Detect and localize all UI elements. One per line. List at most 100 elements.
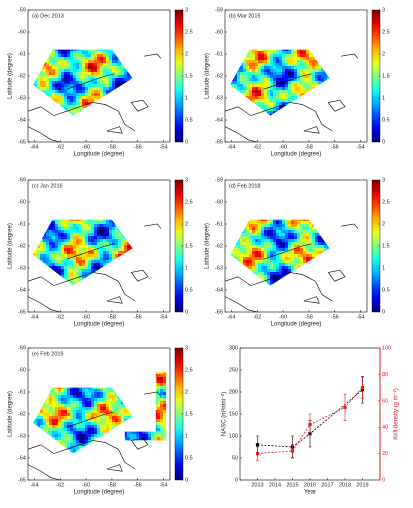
map-cell	[76, 96, 80, 100]
map-cell	[112, 221, 116, 225]
map-cell	[49, 36, 52, 39]
map-cell	[139, 248, 142, 251]
map-cell	[297, 45, 300, 48]
map-cell	[100, 54, 104, 58]
map-cell	[115, 212, 118, 215]
map-cell	[82, 84, 86, 88]
map-cell	[52, 36, 55, 39]
map-cell	[348, 39, 351, 42]
map-cell	[106, 87, 110, 91]
map-cell	[112, 233, 116, 237]
map-cell	[339, 105, 342, 108]
map-cell	[157, 90, 160, 93]
map-cell	[109, 33, 112, 36]
map-cell	[133, 39, 136, 42]
map-cell	[243, 260, 247, 264]
map-cell	[106, 36, 109, 39]
map-cell	[264, 60, 268, 64]
map-cell	[139, 209, 142, 212]
map-cell	[124, 200, 127, 203]
map-cell	[85, 102, 89, 106]
map-cell	[312, 105, 316, 109]
map-cell	[366, 48, 369, 51]
map-cell	[288, 57, 292, 61]
map-cell	[100, 49, 104, 52]
map-cell	[40, 224, 44, 228]
map-cell	[225, 257, 228, 260]
map-cell	[264, 81, 268, 85]
map-cell	[255, 272, 259, 276]
map-cell	[85, 60, 89, 64]
map-cell	[127, 57, 131, 61]
map-cell	[91, 33, 94, 36]
map-cell	[28, 72, 31, 75]
map-cell	[237, 230, 241, 234]
map-cell	[64, 269, 68, 273]
map-cell	[91, 90, 95, 94]
map-cell	[246, 287, 249, 290]
map-cell	[330, 111, 333, 114]
map-cell	[261, 84, 265, 88]
map-cell	[49, 84, 53, 88]
map-cell	[67, 209, 70, 212]
map-cell	[351, 66, 354, 69]
map-cell	[336, 42, 339, 45]
map-cell	[357, 96, 360, 99]
map-cell	[363, 90, 366, 93]
map-cell	[315, 51, 319, 55]
map-cell	[351, 72, 354, 75]
map-cell	[252, 117, 255, 120]
map-cell	[34, 42, 37, 45]
map-cell	[40, 90, 44, 94]
map-cell	[82, 117, 85, 120]
map-cell	[234, 72, 238, 76]
map-cell	[145, 278, 148, 281]
y-tick-label: -60	[18, 199, 26, 205]
map-cell	[79, 284, 83, 286]
map-cell	[243, 117, 246, 120]
map-cell	[157, 42, 160, 45]
map-cell	[97, 42, 100, 45]
map-cell	[166, 51, 169, 54]
map-cell	[49, 206, 52, 209]
map-cell	[133, 120, 136, 123]
map-cell	[163, 272, 166, 275]
map-cell	[339, 66, 342, 69]
map-cell	[28, 33, 31, 36]
map-cell	[237, 287, 240, 290]
map-cell	[79, 84, 83, 88]
map-cell	[306, 90, 310, 94]
map-cell	[88, 49, 92, 52]
map-cell	[339, 48, 342, 51]
map-cell	[148, 120, 151, 123]
map-cell	[145, 212, 148, 215]
map-cell	[52, 278, 56, 282]
map-cell	[88, 78, 92, 82]
map-cell	[67, 93, 71, 97]
map-cell	[342, 108, 345, 111]
map-cell	[136, 260, 139, 263]
map-cell	[160, 78, 163, 81]
map-cell	[106, 219, 110, 222]
map-cell	[151, 87, 154, 90]
map-cell	[249, 81, 253, 85]
map-cell	[282, 105, 286, 109]
map-cell	[145, 260, 148, 263]
map-cell	[225, 248, 228, 251]
map-cell	[324, 33, 327, 36]
map-cell	[366, 96, 369, 99]
map-cell	[160, 239, 163, 242]
map-cell	[243, 200, 246, 203]
map-cell	[157, 60, 160, 63]
map-cell	[255, 230, 259, 234]
map-cell	[109, 114, 113, 116]
map-cell	[46, 72, 50, 76]
map-cell	[255, 200, 258, 203]
map-cell	[300, 93, 304, 97]
map-cell	[37, 66, 41, 70]
map-cell	[348, 72, 351, 75]
map-cell	[43, 69, 47, 73]
map-cell	[76, 33, 79, 36]
map-cell	[228, 30, 231, 33]
map-cell	[91, 219, 95, 222]
